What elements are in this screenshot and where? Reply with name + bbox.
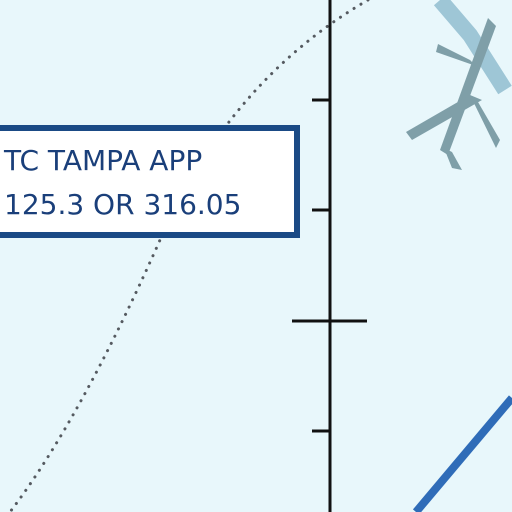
dotted-airspace-boundary <box>8 0 370 512</box>
frequency-box-line1: TC TAMPA APP <box>3 144 202 177</box>
frequency-box-line2: 125.3 OR 316.05 <box>4 188 241 221</box>
frequency-box-frame <box>0 125 300 238</box>
mileage-scale <box>292 0 367 512</box>
route-line <box>412 395 512 512</box>
frequency-box: TC TAMPA APP 125.3 OR 316.05 <box>0 125 300 238</box>
airport-aircraft-icon <box>406 18 500 170</box>
aircraft-track-band <box>433 0 512 95</box>
